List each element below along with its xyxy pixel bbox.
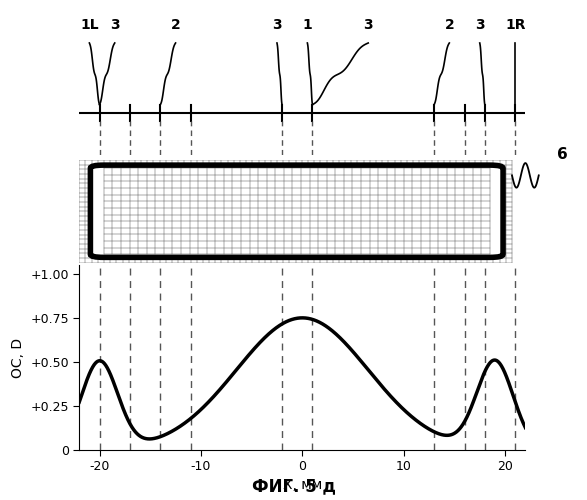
Text: 2: 2: [444, 18, 454, 32]
Text: 6: 6: [556, 148, 568, 162]
Text: 3: 3: [272, 18, 282, 32]
Text: 3: 3: [363, 18, 373, 32]
Text: ФИГ. 5 д: ФИГ. 5 д: [252, 477, 335, 495]
Text: 1: 1: [302, 18, 312, 32]
Text: 1L: 1L: [80, 18, 99, 32]
X-axis label: X, мм: X, мм: [283, 478, 322, 492]
Text: 1R: 1R: [505, 18, 525, 32]
Text: 3: 3: [110, 18, 120, 32]
FancyBboxPatch shape: [90, 165, 503, 258]
Y-axis label: ОС, D: ОС, D: [11, 338, 25, 378]
Text: 3: 3: [475, 18, 484, 32]
Text: 2: 2: [171, 18, 180, 32]
